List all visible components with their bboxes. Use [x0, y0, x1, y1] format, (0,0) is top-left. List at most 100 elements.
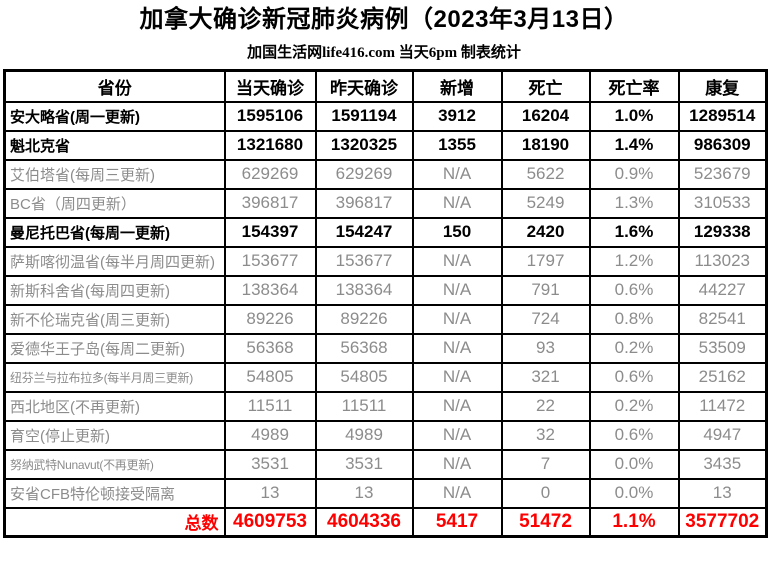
province-cell: 西北地区(不再更新) [3, 390, 226, 422]
value-cell: 13 [223, 477, 317, 509]
value-cell: 2420 [500, 216, 591, 248]
value-cell: 1289514 [677, 100, 768, 132]
value-cell: N/A [411, 303, 503, 335]
value-cell: N/A [411, 477, 503, 509]
value-cell: 56368 [314, 332, 414, 364]
page-subtitle: 加国生活网life416.com 当天6pm 制表统计 [247, 45, 521, 61]
value-cell: N/A [411, 332, 503, 364]
province-cell: 努纳武特Nunavut(不再更新) [3, 448, 226, 480]
value-cell: 0.9% [588, 158, 680, 190]
province-cell: 魁北克省 [3, 129, 226, 161]
value-cell: 7 [500, 448, 591, 480]
value-cell: 13 [314, 477, 414, 509]
table-row: 安省CFB特伦顿接受隔离 13 13 N/A 0 0.0% 13 [3, 477, 768, 509]
value-cell: 1355 [411, 129, 503, 161]
value-cell: 53509 [677, 332, 768, 364]
value-cell: N/A [411, 361, 503, 393]
value-cell: 89226 [223, 303, 317, 335]
table-row: 艾伯塔省(每周三更新) 629269 629269 N/A 5622 0.9% 523679 [3, 158, 768, 190]
table-row: 魁北克省 1321680 1320325 1355 18190 1.4% 986309 [3, 129, 768, 161]
value-cell: 1.0% [588, 100, 680, 132]
value-cell: 1595106 [223, 100, 317, 132]
value-cell: 986309 [677, 129, 768, 161]
table-row: 育空(停止更新) 4989 4989 N/A 32 0.6% 4947 [3, 419, 768, 451]
value-cell: 0.0% [588, 448, 680, 480]
value-cell: 22 [500, 390, 591, 422]
value-cell: N/A [411, 390, 503, 422]
value-cell: 4609753 [223, 506, 317, 538]
value-cell: 3912 [411, 100, 503, 132]
value-cell: N/A [411, 187, 503, 219]
province-cell: 曼尼托巴省(每周一更新) [3, 216, 226, 248]
table-row: 爱德华王子岛(每周二更新) 56368 56368 N/A 93 0.2% 53509 [3, 332, 768, 364]
value-cell: 11511 [223, 390, 317, 422]
total-row: 总数 4609753 4604336 5417 51472 1.1% 3577702 [3, 506, 768, 538]
value-cell: 56368 [223, 332, 317, 364]
province-cell: 萨斯喀彻温省(每半月周四更新) [3, 245, 226, 277]
value-cell: 0.2% [588, 390, 680, 422]
value-cell: 16204 [500, 100, 591, 132]
value-cell: 4947 [677, 419, 768, 451]
value-cell: 11472 [677, 390, 768, 422]
table-row: BC省（周四更新） 396817 396817 N/A 5249 1.3% 310533 [3, 187, 768, 219]
province-cell: 育空(停止更新) [3, 419, 226, 451]
value-cell: 11511 [314, 390, 414, 422]
province-cell: 纽芬兰与拉布拉多(每半月周三更新) [3, 361, 226, 393]
province-cell: 新斯科舍省(每周四更新) [3, 274, 226, 306]
total-label-cell: 总数 [3, 506, 226, 538]
value-cell: 1.1% [588, 506, 680, 538]
value-cell: 321 [500, 361, 591, 393]
value-cell: 3531 [223, 448, 317, 480]
value-cell: 138364 [223, 274, 317, 306]
value-cell: 154247 [314, 216, 414, 248]
province-cell: 爱德华王子岛(每周二更新) [3, 332, 226, 364]
value-cell: 129338 [677, 216, 768, 248]
value-cell: 89226 [314, 303, 414, 335]
value-cell: 82541 [677, 303, 768, 335]
value-cell: 1.6% [588, 216, 680, 248]
value-cell: 3435 [677, 448, 768, 480]
value-cell: 3577702 [677, 506, 768, 538]
value-cell: 44227 [677, 274, 768, 306]
value-cell: 153677 [223, 245, 317, 277]
value-cell: 629269 [314, 158, 414, 190]
value-cell: 1.4% [588, 129, 680, 161]
col-header-new-cases: 新增 [411, 69, 503, 103]
value-cell: N/A [411, 158, 503, 190]
value-cell: 4989 [223, 419, 317, 451]
value-cell: 51472 [500, 506, 591, 538]
value-cell: 153677 [314, 245, 414, 277]
value-cell: 396817 [223, 187, 317, 219]
value-cell: 0.2% [588, 332, 680, 364]
table-row: 安大略省(周一更新) 1595106 1591194 3912 16204 1.0% 128… [3, 100, 768, 132]
value-cell: N/A [411, 448, 503, 480]
value-cell: 93 [500, 332, 591, 364]
value-cell: N/A [411, 419, 503, 451]
table-row: 西北地区(不再更新) 11511 11511 N/A 22 0.2% 11472 [3, 390, 768, 422]
value-cell: 5622 [500, 158, 591, 190]
value-cell: 54805 [223, 361, 317, 393]
col-header-death-rate: 死亡率 [588, 69, 680, 103]
value-cell: 0.6% [588, 361, 680, 393]
table-row: 萨斯喀彻温省(每半月周四更新) 153677 153677 N/A 1797 1.2% 11… [3, 245, 768, 277]
table-row: 曼尼托巴省(每周一更新) 154397 154247 150 2420 1.6% 12933… [3, 216, 768, 248]
value-cell: 724 [500, 303, 591, 335]
value-cell: 1797 [500, 245, 591, 277]
value-cell: 113023 [677, 245, 768, 277]
value-cell: 791 [500, 274, 591, 306]
value-cell: 18190 [500, 129, 591, 161]
value-cell: 629269 [223, 158, 317, 190]
value-cell: 523679 [677, 158, 768, 190]
value-cell: 154397 [223, 216, 317, 248]
value-cell: 1.2% [588, 245, 680, 277]
value-cell: 0.6% [588, 274, 680, 306]
value-cell: 5417 [411, 506, 503, 538]
value-cell: 3531 [314, 448, 414, 480]
value-cell: 1.3% [588, 187, 680, 219]
table-row: 努纳武特Nunavut(不再更新) 3531 3531 N/A 7 0.0% 3435 [3, 448, 768, 480]
value-cell: 0.8% [588, 303, 680, 335]
province-cell: BC省（周四更新） [3, 187, 226, 219]
value-cell: 1320325 [314, 129, 414, 161]
value-cell: 13 [677, 477, 768, 509]
col-header-today-cases: 当天确诊 [223, 69, 317, 103]
